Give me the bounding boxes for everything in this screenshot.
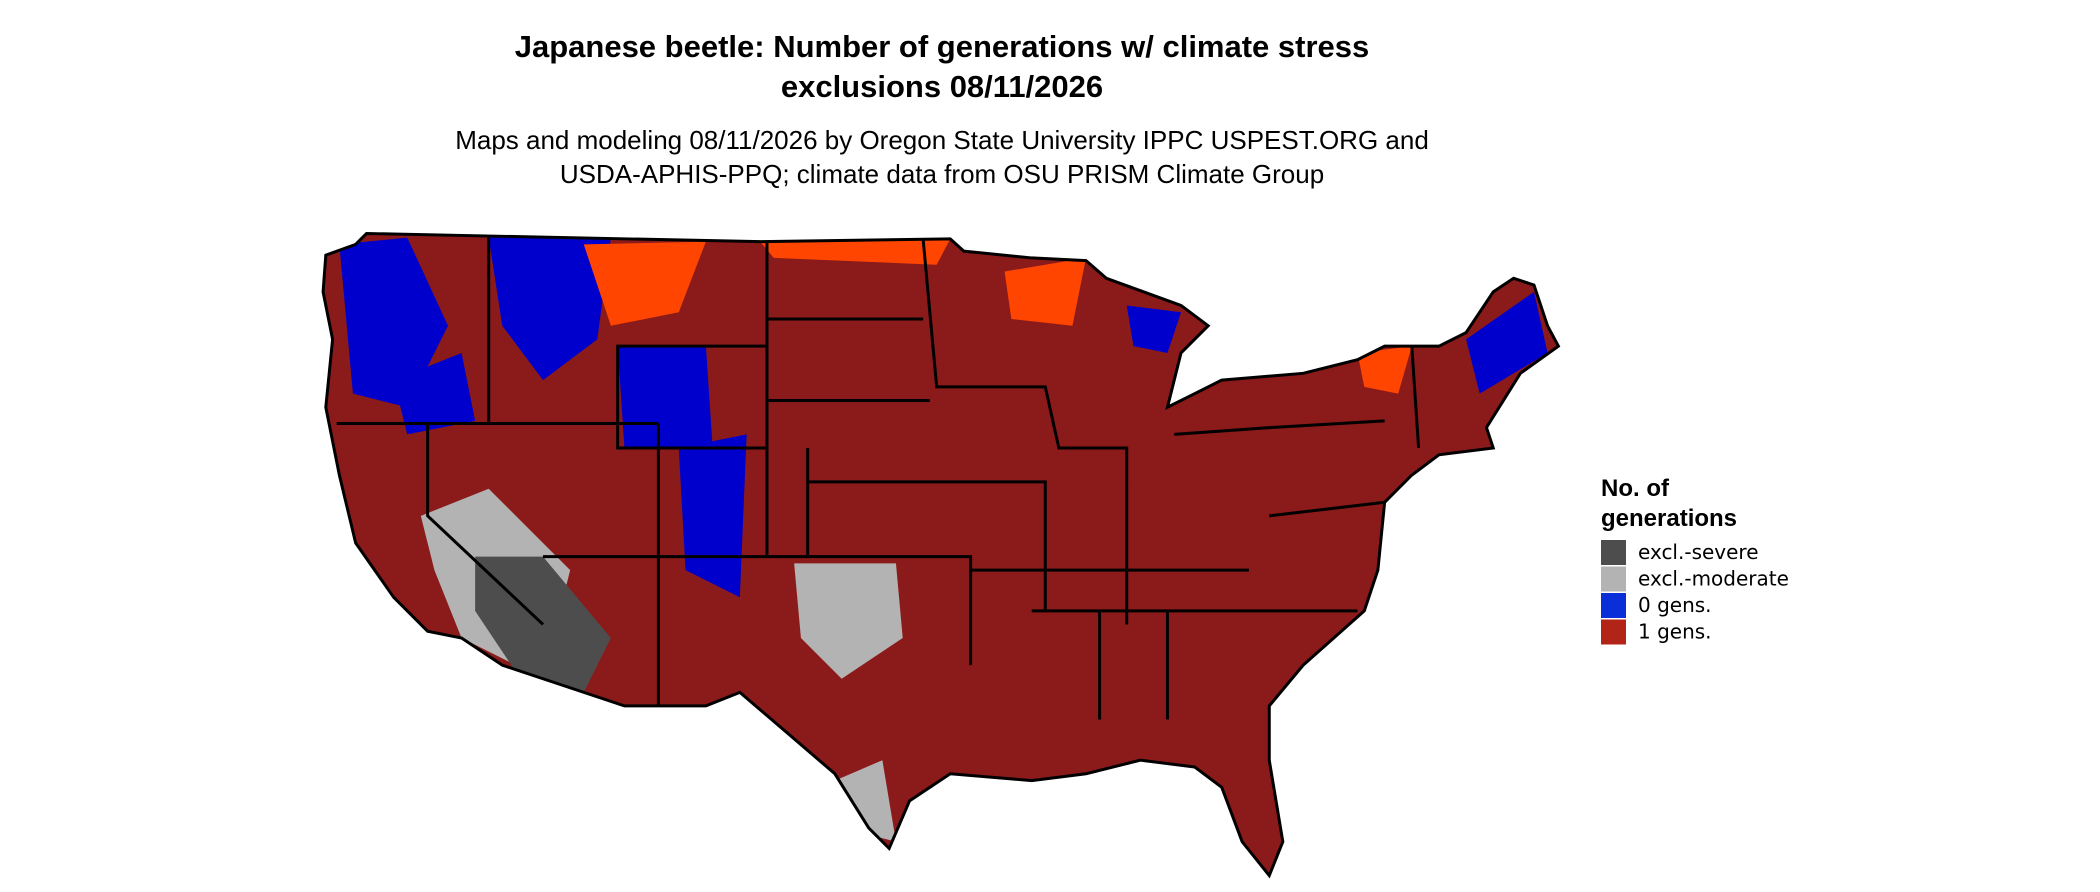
subtitle-line: Maps and modeling 08/11/2026 by Oregon S… bbox=[455, 125, 1429, 155]
title-line: exclusions 08/11/2026 bbox=[781, 69, 1103, 104]
legend-label: excl.-moderate bbox=[1638, 567, 1789, 591]
legend-swatch bbox=[1601, 540, 1626, 565]
legend-title-line: No. of bbox=[1601, 475, 1670, 502]
title-line: Japanese beetle: Number of generations w… bbox=[515, 29, 1370, 64]
map-fill bbox=[323, 233, 1559, 876]
legend-label: 0 gens. bbox=[1638, 593, 1712, 617]
legend-swatch bbox=[1601, 593, 1626, 618]
legend-swatch bbox=[1601, 619, 1626, 645]
legend-title-line: generations bbox=[1601, 505, 1737, 532]
legend-label: excl.-severe bbox=[1638, 540, 1759, 564]
subtitle-line: USDA-APHIS-PPQ; climate data from OSU PR… bbox=[560, 159, 1324, 189]
legend-label: 1 gens. bbox=[1638, 620, 1712, 644]
legend-swatch bbox=[1601, 566, 1626, 592]
map bbox=[321, 231, 1561, 879]
